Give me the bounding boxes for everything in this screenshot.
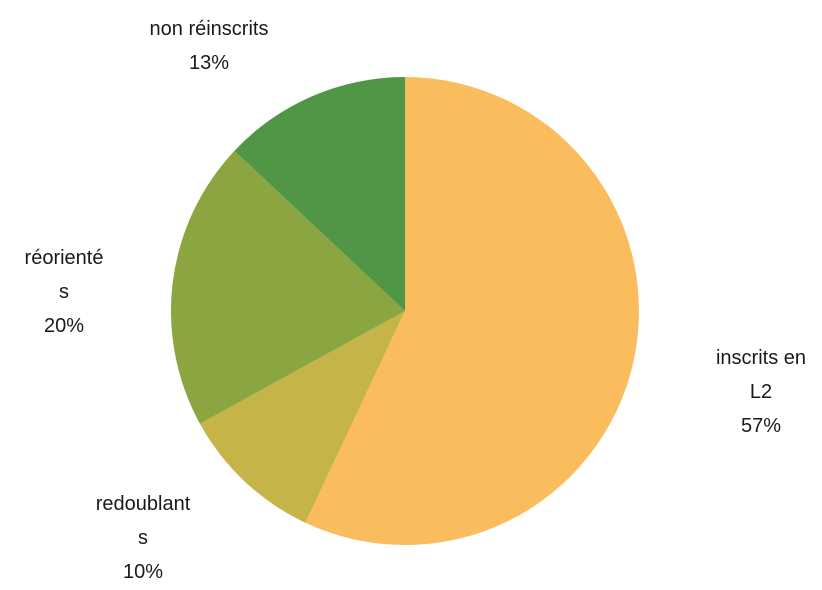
slice-label-line: s xyxy=(59,281,69,303)
slice-label-line: non réinscrits xyxy=(149,18,269,40)
slice-label-line: s xyxy=(138,527,148,549)
slice-label-redoublants: redoublant s 10% xyxy=(70,487,216,589)
slice-label-line: redoublant xyxy=(95,493,191,515)
pie-slice-reorientes xyxy=(170,150,405,424)
slice-label-inscrits-en-l2: inscrits en L2 57% xyxy=(686,341,822,443)
pie-slice-inscrits-en-l2 xyxy=(305,77,640,545)
slice-label-non-reinscrits: non réinscrits 13% xyxy=(118,12,300,80)
slice-label-line: L2 xyxy=(749,381,773,403)
slice-value-label: 10% xyxy=(122,561,164,583)
slice-value-label: 13% xyxy=(188,52,230,74)
slice-value-label: 57% xyxy=(740,415,782,437)
pie-slice-non-reinscrits xyxy=(234,77,405,311)
slice-label-reorientes: réorienté s 20% xyxy=(8,241,120,343)
slice-value-label: 20% xyxy=(43,315,85,337)
slice-label-line: réorienté xyxy=(24,247,104,269)
slice-label-line: inscrits en xyxy=(715,347,807,369)
pie-slice-redoublants xyxy=(199,311,405,523)
